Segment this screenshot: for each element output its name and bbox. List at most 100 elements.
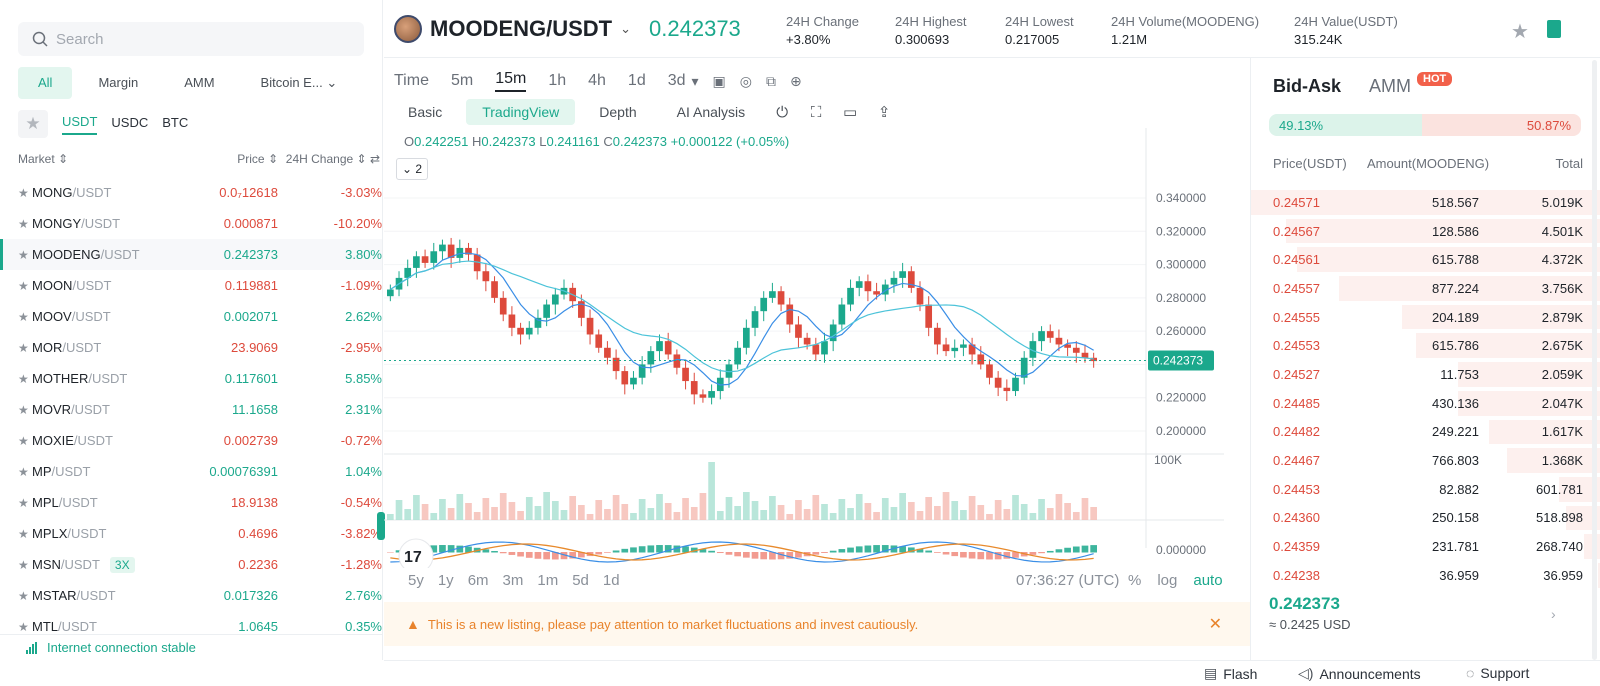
chevron-down-icon[interactable]: ⌄	[620, 20, 632, 36]
star-icon[interactable]: ★	[18, 433, 29, 448]
search-input[interactable]	[56, 30, 336, 48]
tf-4h[interactable]: 4h	[588, 72, 606, 89]
caret-down-icon[interactable]: ▾	[691, 72, 699, 89]
market-row[interactable]: ★ MSN/USDT 3X 0.2236 -1.28%	[0, 549, 382, 580]
star-icon[interactable]: ★	[18, 557, 29, 572]
view-depth[interactable]: Depth	[599, 104, 637, 120]
add-icon[interactable]: ⊕	[790, 72, 802, 89]
tf-time[interactable]: Time	[394, 72, 429, 89]
compare-icon[interactable]: ⧉	[766, 72, 776, 89]
ask-row[interactable]: 0.24453 82.882 601.781	[1251, 475, 1600, 504]
market-row[interactable]: ★ MPLX/USDT 0.4696 -3.82%	[0, 518, 382, 549]
scale-auto[interactable]: auto	[1193, 572, 1223, 589]
ask-row[interactable]: 0.24467 766.803 1.368K	[1251, 446, 1600, 475]
favorites-star-icon[interactable]: ★	[18, 110, 48, 138]
market-row[interactable]: ★ MOR/USDT 23.9069 -2.95%	[0, 332, 382, 363]
ask-row[interactable]: 0.24482 249.221 1.617K	[1251, 418, 1600, 447]
star-icon[interactable]: ★	[18, 309, 29, 324]
star-icon[interactable]: ★	[18, 216, 29, 231]
ask-row[interactable]: 0.24567 128.586 4.501K	[1251, 217, 1600, 246]
market-row[interactable]: ★ MSTAR/USDT 0.017326 2.76%	[0, 580, 382, 611]
quote-tab-btc[interactable]: BTC	[162, 114, 189, 130]
tf-3d[interactable]: 3d	[667, 72, 686, 89]
category-tab-amm[interactable]: AMM	[184, 75, 215, 90]
category-tab-bitcoin[interactable]: Bitcoin E... ⌄	[241, 67, 358, 99]
quote-tab-usdt[interactable]: USDT	[62, 114, 98, 135]
star-icon[interactable]: ★	[18, 588, 29, 603]
view-tradingview[interactable]: TradingView	[466, 99, 576, 125]
favorite-star-icon[interactable]: ★	[1511, 21, 1529, 43]
tab-amm[interactable]: AMM	[1369, 76, 1412, 96]
ask-row[interactable]: 0.24527 11.753 2.059K	[1251, 360, 1600, 389]
star-icon[interactable]: ★	[18, 278, 29, 293]
chevron-right-icon[interactable]: ›	[1551, 606, 1556, 622]
footer-flash[interactable]: ▤ Flash	[1204, 665, 1257, 682]
range-5y[interactable]: 5y	[408, 572, 424, 589]
star-icon[interactable]: ★	[18, 402, 29, 417]
footer-announcements[interactable]: ◁) Announcements	[1298, 665, 1421, 682]
star-icon[interactable]: ★	[18, 619, 29, 634]
search-box[interactable]	[18, 22, 364, 56]
view-ai-analysis[interactable]: AI Analysis	[676, 104, 746, 120]
ask-row[interactable]: 0.24553 615.786 2.675K	[1251, 331, 1600, 360]
tf-5m[interactable]: 5m	[450, 72, 474, 89]
sort-market[interactable]: Market ⇕	[18, 152, 168, 166]
star-icon[interactable]: ★	[18, 340, 29, 355]
price-chart[interactable]: 0.340000 0.320000 0.300000 0.280000 0.260000…	[384, 128, 1250, 568]
market-row[interactable]: ★ MONG/USDT 0.0₇12618 -3.03%	[0, 177, 382, 208]
market-row[interactable]: ★ MOON/USDT 0.119881 -1.09%	[0, 270, 382, 301]
range-1y[interactable]: 1y	[437, 572, 454, 589]
close-icon[interactable]: ✕	[1208, 616, 1222, 633]
fullscreen-icon[interactable]: ⛶	[810, 103, 822, 121]
market-row[interactable]: ★ MOTHER/USDT 0.117601 5.85%	[0, 363, 382, 394]
tf-1d[interactable]: 1d	[627, 72, 646, 89]
star-icon[interactable]: ★	[18, 464, 29, 479]
pair-selector[interactable]: MOODENG/USDT	[430, 15, 613, 41]
tf-15m[interactable]: 15m	[495, 70, 527, 92]
range-1d[interactable]: 1d	[602, 572, 620, 589]
indicator-icon[interactable]: ◎	[739, 72, 752, 89]
scale-log[interactable]: log	[1157, 572, 1178, 589]
chart-type-icon[interactable]: ▣	[712, 72, 726, 89]
utc-clock[interactable]: 07:36:27 (UTC)	[1016, 572, 1120, 589]
sort-price[interactable]: Price ⇕	[168, 152, 278, 166]
market-row[interactable]: ★ MP/USDT 0.00076391 1.04%	[0, 456, 382, 487]
range-3m[interactable]: 3m	[502, 572, 524, 589]
sort-change[interactable]: 24H Change ⇕ ⇄	[278, 152, 380, 166]
share-icon[interactable]: ⇪	[877, 104, 891, 121]
range-5d[interactable]: 5d	[572, 572, 589, 589]
category-tab-all[interactable]: All	[18, 67, 73, 99]
book-icon[interactable]	[1547, 20, 1561, 38]
market-row[interactable]: ★ MPL/USDT 18.9138 -0.54%	[0, 487, 382, 518]
tab-bid-ask[interactable]: Bid-Ask	[1273, 76, 1342, 96]
ask-row[interactable]: 0.24557 877.224 3.756K	[1251, 274, 1600, 303]
ask-row[interactable]: 0.24360 250.158 518.898	[1251, 504, 1600, 533]
panel-icon[interactable]: ▭	[843, 104, 858, 121]
ask-row[interactable]: 0.24561 615.788 4.372K	[1251, 245, 1600, 274]
collapse-sidebar-handle[interactable]	[377, 512, 385, 540]
indicator-collapse-button[interactable]: ⌄ 2	[396, 158, 428, 180]
star-icon[interactable]: ★	[18, 247, 29, 262]
range-1m[interactable]: 1m	[537, 572, 559, 589]
star-icon[interactable]: ★	[18, 495, 29, 510]
market-row[interactable]: ★ MOXIE/USDT 0.002739 -0.72%	[0, 425, 382, 456]
star-icon[interactable]: ★	[18, 371, 29, 386]
market-row[interactable]: ★ MOODENG/USDT 0.242373 3.80%	[0, 239, 382, 270]
market-row[interactable]: ★ MOOV/USDT 0.002071 2.62%	[0, 301, 382, 332]
range-6m[interactable]: 6m	[467, 572, 489, 589]
footer-support[interactable]: ◌ Support	[1466, 665, 1529, 681]
ask-row[interactable]: 0.24485 430.136 2.047K	[1251, 389, 1600, 418]
ask-row[interactable]: 0.24359 231.781 268.740	[1251, 532, 1600, 561]
star-icon[interactable]: ★	[18, 526, 29, 541]
tf-1h[interactable]: 1h	[548, 72, 567, 89]
page-scrollbar[interactable]	[1592, 60, 1597, 660]
star-icon[interactable]: ★	[18, 185, 29, 200]
market-row[interactable]: ★ MOVR/USDT 11.1658 2.31%	[0, 394, 382, 425]
ask-row[interactable]: 0.24571 518.567 5.019K	[1251, 188, 1600, 217]
quote-tab-usdc[interactable]: USDC	[111, 114, 149, 130]
market-row[interactable]: ★ MONGY/USDT 0.000871 -10.20%	[0, 208, 382, 239]
scale-percent[interactable]: %	[1128, 572, 1142, 589]
category-tab-margin[interactable]: Margin	[98, 75, 139, 90]
power-icon[interactable]: ⏻	[776, 103, 789, 121]
market-row[interactable]: ★ MTL/USDT 1.0645 0.35%	[0, 611, 382, 642]
